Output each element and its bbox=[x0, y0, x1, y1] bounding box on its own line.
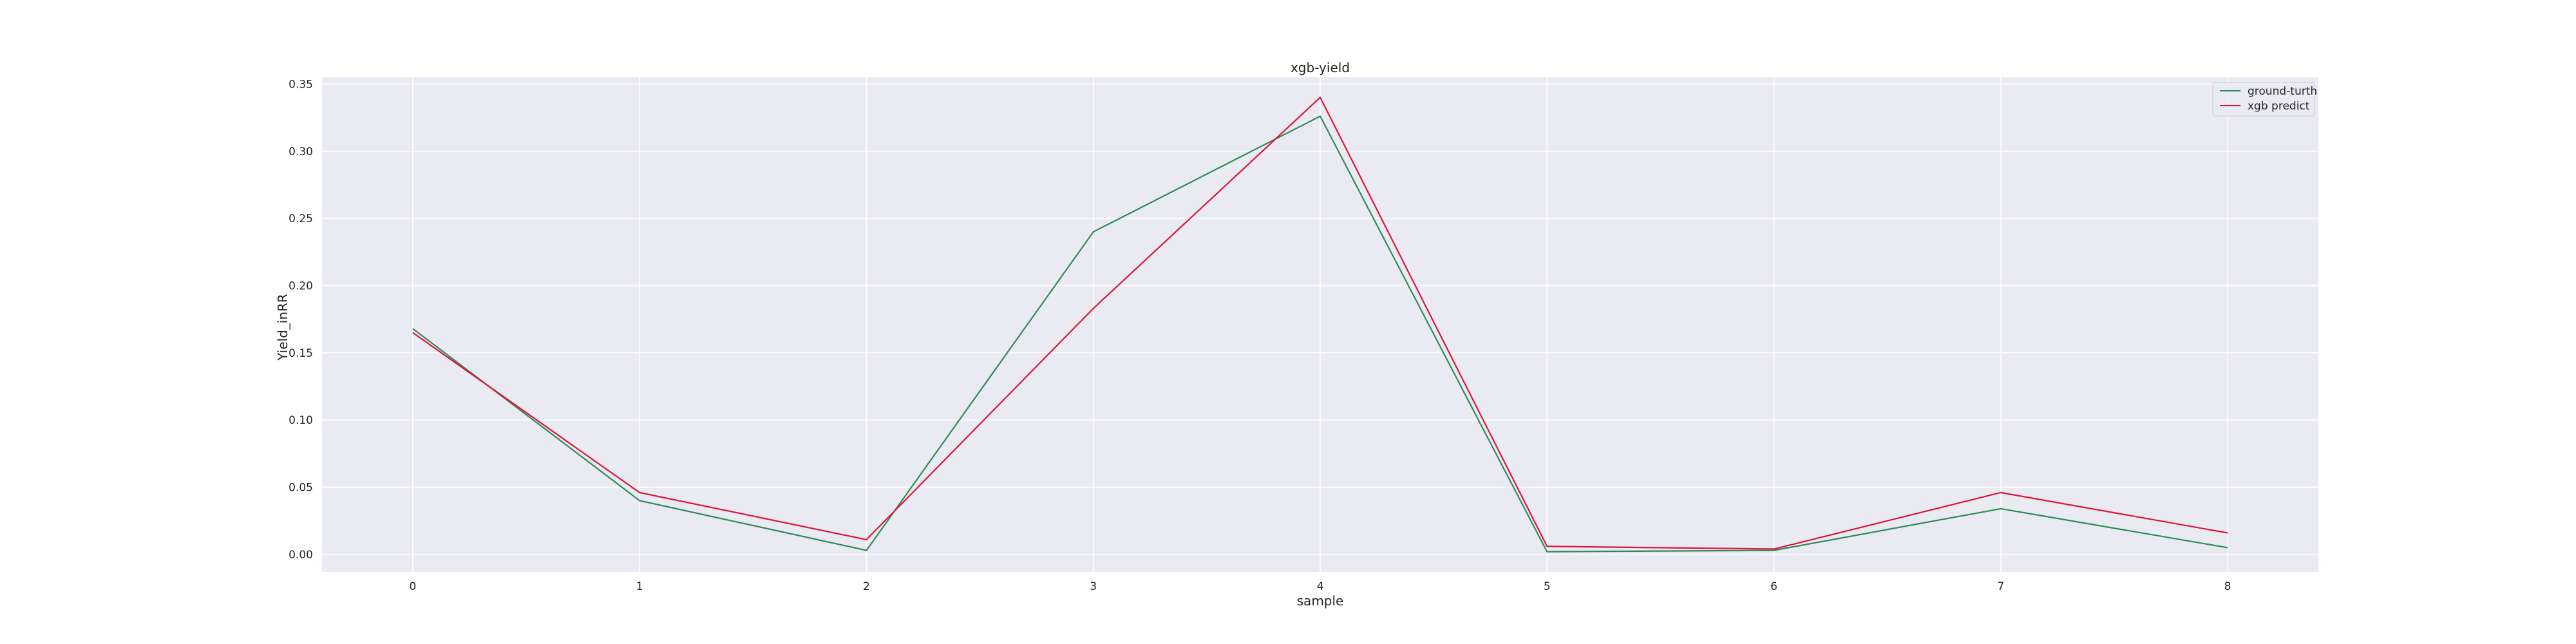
y-tick-label: 0.05 bbox=[289, 482, 313, 495]
y-axis-label: Yield_inRR bbox=[275, 294, 290, 361]
x-axis-label: sample bbox=[1297, 593, 1344, 609]
series-line-xgb-predict bbox=[412, 97, 2228, 550]
x-tick-label: 3 bbox=[1090, 580, 1097, 593]
legend-label-xgb-predict: xgb predict bbox=[2248, 100, 2310, 113]
series-lines bbox=[412, 97, 2228, 553]
y-tick-label: 0.25 bbox=[289, 213, 313, 225]
grid-lines bbox=[322, 77, 2318, 572]
x-tick-label: 0 bbox=[409, 580, 416, 593]
x-tick-label: 4 bbox=[1317, 580, 1324, 593]
x-tick-label: 7 bbox=[1997, 580, 2004, 593]
x-tick-label: 1 bbox=[636, 580, 643, 593]
tick-labels: 0 1 2 3 4 5 6 7 8 0.00 0.05 0.10 0.15 0.20 0.25 0.30 0.3… bbox=[289, 78, 2231, 593]
y-tick-label: 0.30 bbox=[289, 146, 313, 158]
series-line-ground-turth bbox=[412, 115, 2228, 553]
y-tick-label: 0.00 bbox=[289, 549, 313, 562]
x-tick-label: 2 bbox=[863, 580, 870, 593]
legend: ground-turth xgb predict bbox=[2212, 82, 2317, 117]
y-tick-label: 0.10 bbox=[289, 414, 313, 427]
x-tick-label: 8 bbox=[2224, 580, 2231, 593]
y-tick-label: 0.35 bbox=[289, 78, 313, 91]
legend-label-ground-turth: ground-turth bbox=[2248, 85, 2317, 98]
chart-title: xgb-yield bbox=[1291, 60, 1350, 75]
y-tick-label: 0.15 bbox=[289, 347, 313, 360]
y-tick-label: 0.20 bbox=[289, 279, 313, 292]
x-tick-label: 5 bbox=[1544, 580, 1551, 593]
x-tick-label: 6 bbox=[1770, 580, 1777, 593]
